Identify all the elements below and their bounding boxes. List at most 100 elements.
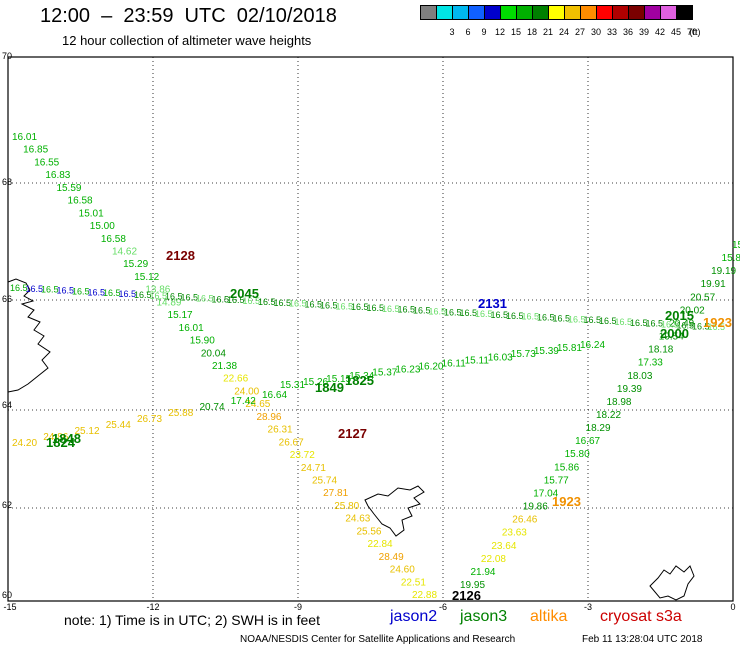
wave-height-value: 16.5: [196, 293, 214, 303]
wave-height-value: 16.5: [630, 318, 648, 328]
wave-height-value: 16.85: [23, 145, 48, 156]
lon-tick-label: -15: [3, 602, 16, 612]
pass-time-label: 1825: [345, 373, 374, 388]
legend-tick-label: 12: [494, 27, 506, 37]
wave-height-value: 16.5: [460, 308, 478, 318]
wave-height-value: 22.88: [412, 590, 437, 601]
shetland-islands-outline: [649, 565, 695, 601]
wave-height-value: 20.74: [200, 402, 225, 413]
wave-height-value: 16.5: [491, 310, 509, 320]
wave-height-value: 16.5: [553, 313, 571, 323]
wave-height-value: 19.86: [523, 502, 548, 513]
wave-height-value: 16.5: [661, 320, 679, 330]
satellite-jason2-label: jason2: [390, 608, 438, 625]
wave-height-value: 25.74: [312, 476, 337, 487]
wave-height-value: 16.67: [575, 436, 600, 447]
satellite-cryosat-label: cryosat s3a: [600, 608, 682, 625]
wave-height-value: 20.04: [201, 348, 226, 359]
legend-tick-label: 21: [542, 27, 554, 37]
wave-height-value: 16.03: [488, 352, 513, 363]
wave-height-value: 22.84: [368, 539, 393, 550]
legend-tick-label: 70: [686, 27, 698, 37]
pass-time-label: 2128: [166, 248, 195, 263]
legend-tick-label: 33: [606, 27, 618, 37]
wave-height-value: 15.89: [722, 253, 740, 264]
lat-tick-label: 60: [2, 590, 12, 600]
lat-tick-label: 64: [2, 400, 12, 410]
wave-height-value: 26.46: [512, 515, 537, 526]
wave-height-value: 15.80: [565, 449, 590, 460]
wave-height-value: 15.17: [168, 310, 193, 321]
wave-height-value: 16.5: [320, 300, 338, 310]
wave-height-value: 24.71: [301, 463, 326, 474]
wave-height-value: 16.5: [88, 287, 106, 297]
wave-height-value: 23.72: [290, 450, 315, 461]
lon-tick-label: 0: [730, 602, 735, 612]
pass-time-label: 1848: [52, 431, 81, 446]
wave-height-value: 16.5: [150, 291, 168, 301]
wave-height-value: 22.08: [481, 554, 506, 565]
wave-height-value: 16.5: [134, 290, 152, 300]
legend-tick-label: 39: [638, 27, 650, 37]
lat-tick-label: 70: [2, 51, 12, 61]
wave-height-value: 16.5: [537, 313, 555, 323]
wave-height-value: 16.5: [615, 317, 633, 327]
wave-height-value: 24.00: [234, 386, 259, 397]
wave-height-value: 15.90: [190, 336, 215, 347]
wave-height-value: 16.5: [568, 314, 586, 324]
pass-time-label: 2127: [338, 426, 367, 441]
wave-height-value: 22.66: [223, 374, 248, 385]
wave-height-value: 17.33: [638, 358, 663, 369]
wave-height-value: 16.5: [119, 289, 137, 299]
wave-height-value: 24.86: [43, 432, 68, 443]
satellite-jason3-label: jason3: [460, 608, 508, 625]
wave-height-value: 15.73: [511, 349, 536, 360]
wave-height-value: 15.00: [90, 221, 115, 232]
wave-height-value: 16.5: [475, 309, 493, 319]
wave-height-value: 19.39: [617, 384, 642, 395]
legend-tick-label: 27: [574, 27, 586, 37]
wave-height-value: 16.5: [274, 298, 292, 308]
wave-height-value: 16.5: [212, 294, 230, 304]
wave-height-value: 27.81: [323, 488, 348, 499]
wave-height-value: 16.5: [413, 306, 431, 316]
wave-height-value: 15.15: [326, 374, 351, 385]
wave-height-value: 16.5: [429, 306, 447, 316]
wave-height-value: 15.86: [554, 462, 579, 473]
legend-tick-label: 24: [558, 27, 570, 37]
wave-height-value: 16.5: [57, 286, 75, 296]
wave-height-value: 24.63: [345, 514, 370, 525]
wave-height-value: 16.55: [34, 157, 59, 168]
wave-height-value: 16.58: [68, 196, 93, 207]
color-legend: 3 6 9 12 15 18 21 24 27 30 33 36 39 42 45 70 (ft): [420, 5, 701, 37]
wave-height-value: 18.03: [627, 371, 652, 382]
wave-height-value: 25.12: [75, 426, 100, 437]
lon-tick-label: -12: [146, 602, 159, 612]
wave-height-value: 15.59: [56, 183, 81, 194]
wave-height-value: 16.5: [305, 300, 323, 310]
wave-height-value: 16.5: [103, 288, 121, 298]
wave-height-value: 16.5: [367, 303, 385, 313]
wave-height-value: 21.94: [470, 567, 495, 578]
footer-note: note: 1) Time is in UTC; 2) SWH is in fe…: [64, 612, 320, 628]
wave-height-value: 16.5: [444, 307, 462, 317]
pass-time-label: 1849: [315, 380, 344, 395]
wave-height-value: 16.64: [262, 390, 287, 401]
wave-height-value: 26.73: [137, 414, 162, 425]
credit-text: NOAA/NESDIS Center for Satellite Applica…: [240, 634, 516, 645]
wave-height-value: 16.5: [10, 283, 28, 293]
wave-height-value: 16.5: [72, 286, 90, 296]
legend-tick-label: 15: [510, 27, 522, 37]
wave-height-value: 28.96: [256, 412, 281, 423]
pass-time-label: 1923: [703, 315, 732, 330]
legend-tick-label: 42: [654, 27, 666, 37]
wave-height-value: 14.89: [156, 297, 181, 308]
wave-height-value: 14.62: [112, 247, 137, 258]
wave-height-value: 16.24: [580, 340, 605, 351]
wave-height-value: 16.5: [506, 311, 524, 321]
wave-height-value: 16.5: [599, 316, 617, 326]
wave-height-value: 18.29: [586, 423, 611, 434]
legend-tick-label: 3: [449, 27, 455, 37]
wave-height-value: 25.88: [168, 408, 193, 419]
wave-height-value: 23.64: [491, 541, 516, 552]
